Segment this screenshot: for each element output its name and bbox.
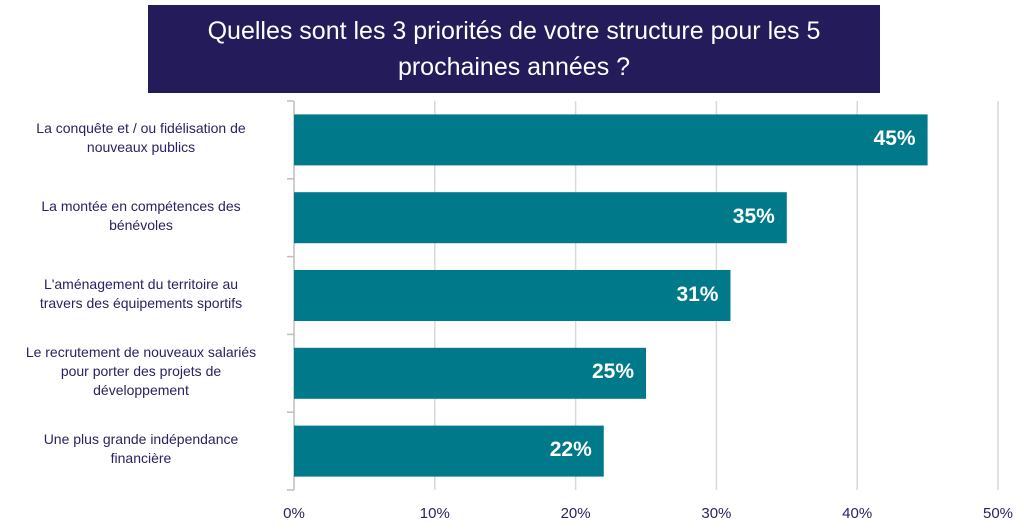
category-label-line: Le recrutement de nouveaux salariés bbox=[25, 343, 257, 360]
category-label-line: La conquête et / ou fidélisation de bbox=[36, 119, 246, 136]
chart-title: Quelles sont les 3 priorités de votre st… bbox=[148, 5, 880, 93]
data-label: 25% bbox=[591, 360, 634, 384]
bar bbox=[294, 192, 787, 244]
data-label: 31% bbox=[676, 282, 719, 306]
category-label: Une plus grande indépendance financière bbox=[0, 430, 282, 468]
category-label-line: bénévoles bbox=[109, 216, 173, 233]
category-label-line: L'aménagement du territoire au bbox=[43, 275, 239, 292]
x-tick-label: 20% bbox=[560, 505, 591, 522]
data-label: 35% bbox=[732, 204, 775, 228]
category-label: La conquête et / ou fidélisation de nouve… bbox=[0, 119, 282, 157]
category-label-line: nouveaux publics bbox=[86, 138, 196, 155]
category-label-line: financière bbox=[110, 450, 172, 467]
x-tick-label: 10% bbox=[419, 505, 450, 522]
category-label: L'aménagement du territoire au travers de… bbox=[0, 275, 282, 313]
data-label: 45% bbox=[873, 126, 916, 150]
x-tick-label: 40% bbox=[842, 505, 873, 522]
x-tick-label: 0% bbox=[283, 505, 305, 522]
x-tick-label: 30% bbox=[701, 505, 732, 522]
bar bbox=[294, 425, 604, 477]
title-line: Quelles sont les 3 priorités de votre st… bbox=[207, 17, 821, 45]
category-label-line: Une plus grande indépendance bbox=[43, 431, 239, 448]
data-label: 22% bbox=[549, 438, 592, 462]
bar bbox=[294, 114, 928, 166]
category-label-line: développement bbox=[93, 381, 189, 398]
category-label: La montée en compétences des bénévoles bbox=[0, 197, 282, 235]
category-label: Le recrutement de nouveaux salariés pour … bbox=[0, 343, 282, 400]
title-line: prochaines années ? bbox=[397, 53, 631, 81]
category-label-line: travers des équipements sportifs bbox=[39, 294, 243, 311]
category-label-line: pour porter des projets de bbox=[60, 362, 222, 379]
bar bbox=[294, 347, 646, 399]
category-label-line: La montée en compétences des bbox=[41, 197, 241, 214]
x-tick-label: 50% bbox=[982, 505, 1014, 522]
bar bbox=[294, 270, 731, 321]
